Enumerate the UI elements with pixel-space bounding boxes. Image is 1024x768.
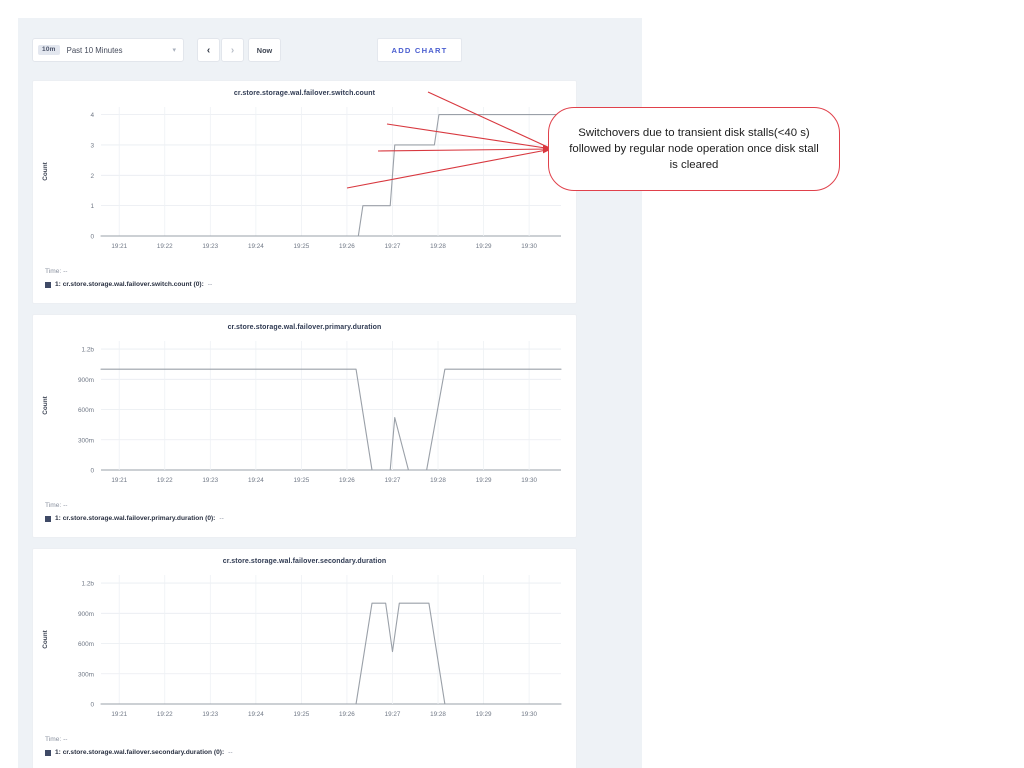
svg-text:19:24: 19:24 (248, 243, 264, 250)
time-range-badge: 10m (38, 44, 60, 56)
chart-time-label: Time: (45, 268, 62, 275)
svg-text:900m: 900m (78, 611, 94, 618)
chart-time-value: -- (63, 268, 68, 275)
svg-text:19:21: 19:21 (111, 477, 127, 484)
legend-label: 1: cr.store.storage.wal.failover.seconda… (55, 749, 225, 756)
next-range-button[interactable]: › (221, 38, 244, 62)
svg-text:Count: Count (42, 161, 49, 180)
svg-text:600m: 600m (78, 407, 94, 414)
legend-label: 1: cr.store.storage.wal.failover.switch.… (55, 281, 204, 288)
annotation-callout: Switchovers due to transient disk stalls… (548, 107, 840, 191)
svg-text:19:30: 19:30 (521, 243, 537, 250)
svg-text:19:27: 19:27 (385, 711, 401, 718)
legend-value: -- (228, 749, 233, 756)
chart-legend-row[interactable]: 1: cr.store.storage.wal.failover.seconda… (45, 749, 576, 756)
chart-card: cr.store.storage.wal.failover.secondary.… (32, 548, 577, 768)
svg-text:600m: 600m (78, 641, 94, 648)
svg-text:300m: 300m (78, 671, 94, 678)
svg-text:19:23: 19:23 (202, 477, 218, 484)
svg-text:19:25: 19:25 (294, 711, 310, 718)
chart-time-readout: Time: -- (45, 268, 576, 275)
svg-text:19:26: 19:26 (339, 477, 355, 484)
svg-text:0: 0 (90, 468, 94, 475)
legend-label: 1: cr.store.storage.wal.failover.primary… (55, 515, 216, 522)
chart-footer: Time: -- 1: cr.store.storage.wal.failove… (33, 496, 576, 522)
chart-footer: Time: -- 1: cr.store.storage.wal.failove… (33, 730, 576, 756)
svg-text:19:28: 19:28 (430, 243, 446, 250)
svg-text:1: 1 (90, 203, 94, 210)
svg-text:2: 2 (90, 173, 94, 180)
chart-card: cr.store.storage.wal.failover.primary.du… (32, 314, 577, 538)
svg-text:19:25: 19:25 (294, 243, 310, 250)
chart-time-value: -- (63, 736, 68, 743)
svg-text:19:21: 19:21 (111, 243, 127, 250)
time-range-label: Past 10 Minutes (66, 45, 123, 55)
svg-text:0: 0 (90, 702, 94, 709)
chart-plot[interactable]: 0 300m 600m 900m 1.2b 19:21 19:22 19:23 19:24 19:… (33, 565, 578, 730)
time-nav-group: ‹ › (197, 38, 244, 62)
svg-text:19:24: 19:24 (248, 477, 264, 484)
legend-color-swatch (45, 281, 51, 288)
svg-text:19:24: 19:24 (248, 711, 264, 718)
chart-time-label: Time: (45, 736, 62, 743)
svg-text:19:23: 19:23 (202, 243, 218, 250)
svg-text:19:26: 19:26 (339, 243, 355, 250)
svg-text:19:22: 19:22 (157, 243, 173, 250)
svg-text:1.2b: 1.2b (82, 347, 95, 354)
svg-text:19:29: 19:29 (476, 477, 492, 484)
add-chart-button[interactable]: ADD CHART (377, 38, 462, 62)
svg-text:900m: 900m (78, 377, 94, 384)
svg-text:19:22: 19:22 (157, 477, 173, 484)
svg-text:0: 0 (90, 234, 94, 241)
svg-text:1.2b: 1.2b (82, 581, 95, 588)
annotation-text: Switchovers due to transient disk stalls… (569, 126, 819, 172)
svg-text:19:28: 19:28 (430, 477, 446, 484)
svg-text:19:23: 19:23 (202, 711, 218, 718)
dashboard-toolbar: 10m Past 10 Minutes ▾ ‹ › Now ADD CHART (32, 38, 628, 64)
chart-time-label: Time: (45, 502, 62, 509)
chart-card: cr.store.storage.wal.failover.switch.cou… (32, 80, 577, 304)
svg-text:19:21: 19:21 (111, 711, 127, 718)
svg-text:19:22: 19:22 (157, 711, 173, 718)
svg-text:300m: 300m (78, 437, 94, 444)
chart-footer: Time: -- 1: cr.store.storage.wal.failove… (33, 262, 576, 288)
svg-text:Count: Count (42, 395, 49, 414)
now-button[interactable]: Now (248, 38, 281, 62)
chart-legend-row[interactable]: 1: cr.store.storage.wal.failover.primary… (45, 515, 576, 522)
svg-text:19:28: 19:28 (430, 711, 446, 718)
chevron-down-icon: ▾ (172, 47, 176, 54)
legend-value: -- (219, 515, 224, 522)
svg-text:19:25: 19:25 (294, 477, 310, 484)
legend-color-swatch (45, 749, 51, 756)
svg-text:3: 3 (90, 143, 94, 150)
svg-text:19:29: 19:29 (476, 711, 492, 718)
chart-legend-row[interactable]: 1: cr.store.storage.wal.failover.switch.… (45, 281, 576, 288)
chart-time-value: -- (63, 502, 68, 509)
prev-range-button[interactable]: ‹ (197, 38, 220, 62)
svg-text:19:26: 19:26 (339, 711, 355, 718)
legend-color-swatch (45, 515, 51, 522)
svg-text:19:30: 19:30 (521, 711, 537, 718)
chart-title: cr.store.storage.wal.failover.switch.cou… (233, 90, 376, 97)
svg-text:4: 4 (90, 112, 94, 119)
svg-text:19:29: 19:29 (476, 243, 492, 250)
svg-text:19:27: 19:27 (385, 477, 401, 484)
time-range-select[interactable]: 10m Past 10 Minutes ▾ (32, 38, 184, 62)
legend-value: -- (207, 281, 213, 288)
chart-plot[interactable]: 0 300m 600m 900m 1.2b 19:21 19:22 19:23 19:24 19:… (33, 331, 578, 496)
chart-time-readout: Time: -- (45, 502, 576, 509)
chart-title: cr.store.storage.wal.failover.secondary.… (222, 558, 387, 565)
svg-text:Count: Count (42, 629, 49, 648)
svg-text:19:30: 19:30 (521, 477, 537, 484)
chart-plot[interactable]: 0 1 2 3 4 19:21 19:22 19:23 19:24 19:25 19:26 19:27… (33, 97, 578, 262)
svg-text:19:27: 19:27 (385, 243, 401, 250)
chart-time-readout: Time: -- (45, 736, 576, 743)
chart-title: cr.store.storage.wal.failover.primary.du… (227, 324, 382, 331)
